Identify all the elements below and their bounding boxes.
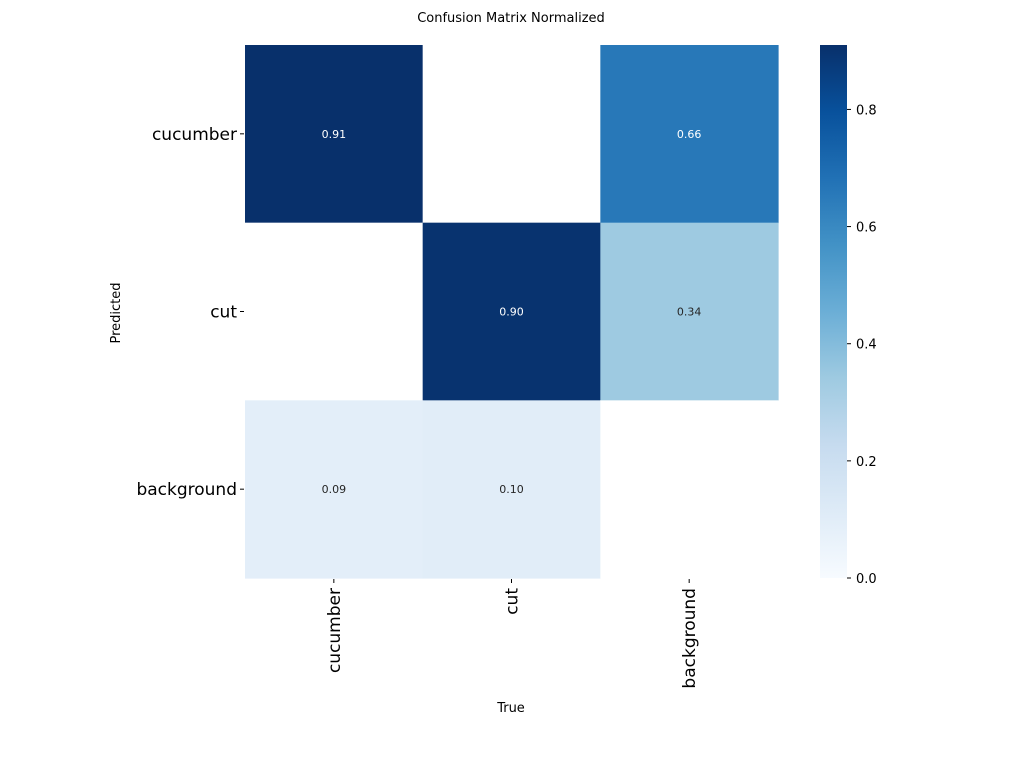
heatmap-cell [245,222,424,401]
y-tick-label: cucumber [152,125,237,145]
x-axis-label: True [496,701,525,716]
y-tick-label: cut [210,303,237,323]
y-axis: cucumber cut background [136,125,244,500]
x-axis: cucumber cut background [325,579,700,689]
x-tick-label: background [680,588,700,689]
colorbar-tick-label: 0.6 [856,221,877,236]
y-tick-label: background [136,480,237,500]
heatmap-cell [245,400,424,579]
heatmap-cell-labels: 0.91 0.66 0.90 0.34 0.09 0.10 [322,128,702,496]
colorbar-tick-label: 0.2 [856,455,877,470]
cell-value-label: 0.90 [499,306,524,319]
colorbar-tick-label: 0.4 [856,338,877,353]
cell-value-label: 0.09 [322,483,347,496]
heatmap-cell [600,400,779,579]
chart-title: Confusion Matrix Normalized [417,11,605,26]
heatmap-cell [600,45,779,224]
colorbar-tick-label: 0.0 [856,572,877,587]
x-tick-label: cut [503,588,523,615]
cell-value-label: 0.66 [677,128,702,141]
colorbar-tick-label: 0.8 [856,103,877,118]
heatmap-cell [245,45,424,224]
y-axis-label: Predicted [109,282,124,343]
cell-value-label: 0.91 [322,128,347,141]
heatmap-cell [422,222,601,401]
x-tick-label: cucumber [325,588,345,673]
colorbar [820,45,847,578]
cell-value-label: 0.34 [677,306,702,319]
heatmap-cell [422,400,601,579]
heatmap-cells [245,45,779,579]
heatmap-cell [422,45,601,224]
heatmap-cell [600,222,779,401]
colorbar-ticks: 0.0 0.2 0.4 0.6 0.8 [847,103,877,587]
cell-value-label: 0.10 [499,483,524,496]
